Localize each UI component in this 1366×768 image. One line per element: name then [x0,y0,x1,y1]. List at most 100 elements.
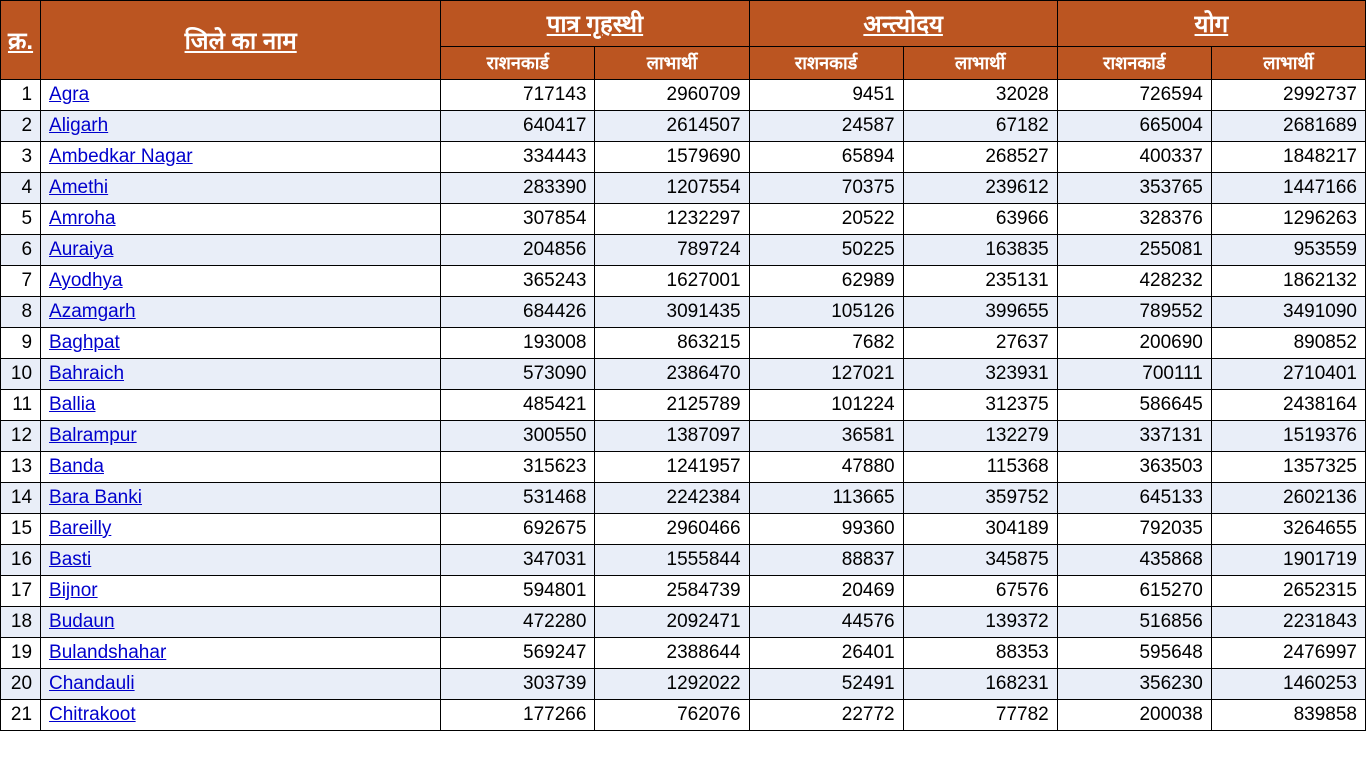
cell-value: 2710401 [1211,359,1365,390]
cell-value: 27637 [903,328,1057,359]
cell-value: 365243 [441,266,595,297]
table-row: 12Balrampur30055013870973658113227933713… [1,421,1366,452]
cell-value: 88353 [903,638,1057,669]
district-link[interactable]: Bareilly [49,518,111,539]
col-pg-ration-header: राशनकार्ड [441,47,595,80]
cell-value: 1387097 [595,421,749,452]
table-row: 21Chitrakoot1772667620762277277782200038… [1,700,1366,731]
district-link[interactable]: Ambedkar Nagar [49,146,193,167]
district-link[interactable]: Bahraich [49,363,124,384]
cell-value: 255081 [1057,235,1211,266]
district-link[interactable]: Budaun [49,611,115,632]
cell-value: 2584739 [595,576,749,607]
district-link[interactable]: Amethi [49,177,108,198]
cell-sno: 17 [1,576,41,607]
district-link[interactable]: Ayodhya [49,270,123,291]
cell-sno: 12 [1,421,41,452]
district-link[interactable]: Chandauli [49,673,135,694]
district-link[interactable]: Bijnor [49,580,98,601]
cell-value: 726594 [1057,80,1211,111]
cell-district: Ayodhya [41,266,441,297]
table-row: 14Bara Banki5314682242384113665359752645… [1,483,1366,514]
table-row: 19Bulandshahar56924723886442640188353595… [1,638,1366,669]
cell-value: 32028 [903,80,1057,111]
cell-value: 1579690 [595,142,749,173]
table-row: 4Amethi283390120755470375239612353765144… [1,173,1366,204]
cell-sno: 16 [1,545,41,576]
cell-value: 665004 [1057,111,1211,142]
cell-value: 337131 [1057,421,1211,452]
cell-value: 3491090 [1211,297,1365,328]
cell-value: 63966 [903,204,1057,235]
cell-value: 1357325 [1211,452,1365,483]
cell-value: 7682 [749,328,903,359]
table-row: 18Budaun47228020924714457613937251685622… [1,607,1366,638]
col-group3-header[interactable]: योग [1057,1,1365,47]
cell-district: Basti [41,545,441,576]
cell-value: 303739 [441,669,595,700]
cell-district: Amethi [41,173,441,204]
col-district-header[interactable]: जिले का नाम [41,1,441,80]
cell-value: 44576 [749,607,903,638]
cell-value: 1232297 [595,204,749,235]
cell-value: 839858 [1211,700,1365,731]
cell-value: 353765 [1057,173,1211,204]
cell-value: 692675 [441,514,595,545]
cell-value: 595648 [1057,638,1211,669]
cell-value: 485421 [441,390,595,421]
cell-value: 363503 [1057,452,1211,483]
cell-district: Budaun [41,607,441,638]
cell-value: 2681689 [1211,111,1365,142]
district-link[interactable]: Aligarh [49,115,108,136]
district-link[interactable]: Banda [49,456,104,477]
cell-value: 400337 [1057,142,1211,173]
cell-value: 2231843 [1211,607,1365,638]
cell-sno: 11 [1,390,41,421]
district-link[interactable]: Azamgarh [49,301,136,322]
table-row: 16Basti347031155584488837345875435868190… [1,545,1366,576]
cell-value: 615270 [1057,576,1211,607]
cell-value: 315623 [441,452,595,483]
district-link[interactable]: Baghpat [49,332,120,353]
cell-sno: 1 [1,80,41,111]
cell-value: 573090 [441,359,595,390]
cell-value: 52491 [749,669,903,700]
cell-sno: 13 [1,452,41,483]
cell-value: 789724 [595,235,749,266]
cell-value: 2125789 [595,390,749,421]
cell-value: 2614507 [595,111,749,142]
cell-value: 640417 [441,111,595,142]
district-link[interactable]: Agra [49,84,89,105]
cell-value: 36581 [749,421,903,452]
district-link[interactable]: Bara Banki [49,487,142,508]
district-link[interactable]: Ballia [49,394,95,415]
cell-value: 20469 [749,576,903,607]
cell-value: 268527 [903,142,1057,173]
district-link[interactable]: Basti [49,549,91,570]
cell-value: 113665 [749,483,903,514]
district-link[interactable]: Amroha [49,208,116,229]
cell-sno: 5 [1,204,41,235]
cell-value: 359752 [903,483,1057,514]
cell-value: 2602136 [1211,483,1365,514]
col-group1-header[interactable]: पात्र गृहस्थी [441,1,749,47]
table-row: 13Banda315623124195747880115368363503135… [1,452,1366,483]
col-sno-header[interactable]: क्र. [1,1,41,80]
district-link[interactable]: Auraiya [49,239,113,260]
cell-value: 307854 [441,204,595,235]
district-table: क्र. जिले का नाम पात्र गृहस्थी अन्त्योदय… [0,0,1366,731]
cell-value: 77782 [903,700,1057,731]
cell-value: 9451 [749,80,903,111]
cell-district: Baghpat [41,328,441,359]
cell-sno: 3 [1,142,41,173]
district-link[interactable]: Balrampur [49,425,137,446]
cell-sno: 6 [1,235,41,266]
cell-value: 1447166 [1211,173,1365,204]
district-link[interactable]: Chitrakoot [49,704,136,725]
table-row: 1Agra71714329607099451320287265942992737 [1,80,1366,111]
cell-value: 26401 [749,638,903,669]
district-link[interactable]: Bulandshahar [49,642,166,663]
cell-value: 1296263 [1211,204,1365,235]
col-group2-header[interactable]: अन्त्योदय [749,1,1057,47]
cell-value: 177266 [441,700,595,731]
